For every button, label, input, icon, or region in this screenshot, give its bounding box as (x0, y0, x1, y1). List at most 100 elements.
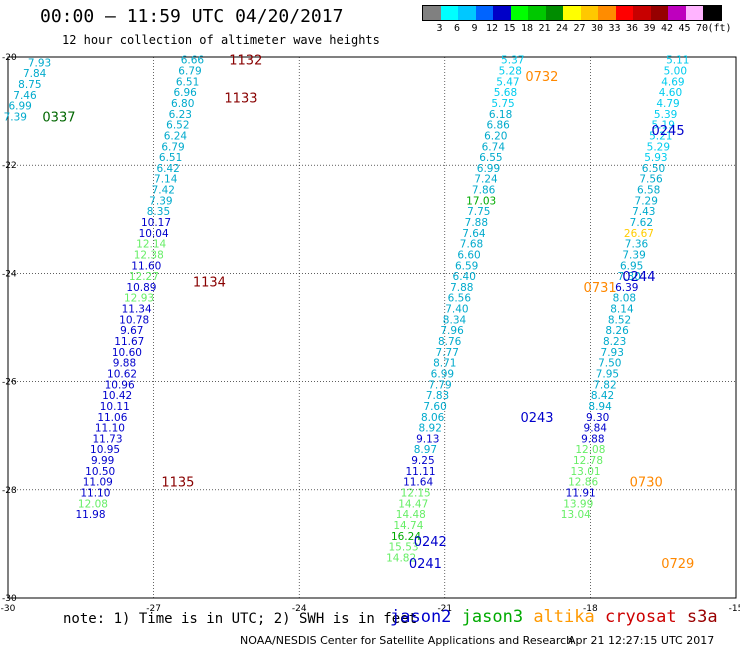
wave-height-point: 8.71 (433, 358, 456, 370)
page-title: 00:00 — 11:59 UTC 04/20/2017 (40, 6, 344, 27)
legend-entry-altika: altika (533, 607, 605, 627)
wave-height-point: 10.95 (90, 444, 120, 456)
wave-height-point: 13.01 (571, 466, 601, 478)
wave-height-point: 6.23 (169, 109, 192, 121)
y-tick-label: -22 (2, 161, 17, 171)
wave-height-point: 7.84 (23, 68, 47, 80)
wave-height-point: 13.99 (563, 498, 593, 510)
colorbar-cell (493, 6, 511, 20)
wave-height-point: 5.29 (647, 141, 670, 153)
colorbar-cell (528, 6, 546, 20)
wave-height-point: 10.89 (126, 282, 156, 294)
pass-time-tag: 0241 (409, 557, 442, 572)
wave-height-point: 5.11 (666, 55, 689, 67)
pass-time-tag: 0732 (525, 70, 558, 85)
wave-height-point: 12.08 (78, 498, 108, 510)
wave-height-point: 7.88 (465, 217, 488, 229)
legend-entry-s3a: s3a (686, 607, 718, 627)
wave-height-point: 11.98 (75, 509, 105, 521)
wave-height-point: 7.86 (472, 185, 496, 197)
wave-height-point: 15.53 (389, 542, 419, 554)
wave-height-point: 8.14 (610, 304, 634, 316)
footer-note: note: 1) Time is in UTC; 2) SWH is in fe… (63, 611, 418, 627)
wave-height-point: 7.39 (622, 249, 645, 261)
wave-height-point: 7.29 (635, 195, 658, 207)
wave-height-point: 9.30 (586, 412, 609, 424)
pass-time-tag: 0242 (414, 535, 447, 550)
colorbar-label: 70 (695, 23, 709, 34)
wave-height-point: 8.52 (608, 314, 631, 326)
wave-height-point: 8.42 (591, 390, 614, 402)
wave-height-point: 8.06 (421, 412, 445, 424)
wave-height-point: 10.17 (141, 217, 171, 229)
wave-height-point: 6.51 (159, 152, 182, 164)
colorbar-label: 6 (453, 23, 461, 34)
colorbar-cell (685, 6, 703, 20)
y-tick-label: -28 (2, 486, 17, 496)
pass-time-tag: 1135 (161, 476, 194, 491)
wave-height-point: 10.62 (107, 368, 137, 380)
x-tick-label: -30 (1, 604, 16, 614)
pass-time-tag: 0729 (661, 557, 694, 572)
wave-height-point: 9.84 (584, 423, 608, 435)
colorbar-cell (633, 6, 651, 20)
wave-height-point: 7.95 (596, 368, 619, 380)
pass-time-tag: 0731 (584, 281, 617, 296)
wave-height-point: 9.67 (120, 325, 143, 337)
wave-height-point: 10.42 (102, 390, 132, 402)
wave-height-point: 26.67 (624, 228, 654, 240)
wave-height-point: 11.06 (97, 412, 127, 424)
x-tick-label: -15 (729, 604, 740, 614)
colorbar-label: 18 (520, 23, 534, 34)
wave-height-point: 6.42 (156, 163, 179, 175)
wave-height-point: 6.95 (620, 260, 643, 272)
legend-entry-cryosat: cryosat (604, 607, 687, 627)
colorbar-label: (ft) (707, 23, 732, 34)
wave-height-point: 7.79 (428, 379, 451, 391)
wave-height-point: 6.56 (448, 293, 472, 305)
wave-height-point: 5.39 (654, 109, 677, 121)
colorbar-cell (510, 6, 528, 20)
x-tick-label: -27 (146, 604, 161, 614)
wave-height-point: 8.94 (588, 401, 612, 413)
wave-height-point: 7.42 (152, 185, 175, 197)
chart-subtitle: 12 hour collection of altimeter wave hei… (62, 33, 380, 47)
wave-height-point: 7.93 (28, 57, 51, 69)
wave-height-point: 6.52 (166, 120, 189, 132)
wave-height-point: 8.23 (603, 336, 626, 348)
x-tick-label: -18 (583, 604, 598, 614)
colorbar-cell (475, 6, 493, 20)
wave-height-point: 6.60 (457, 249, 480, 261)
pass-time-tag: 1134 (193, 276, 226, 291)
colorbar-cell (703, 6, 721, 20)
wave-height-point: 8.35 (147, 206, 170, 218)
wave-height-point: 9.13 (416, 433, 439, 445)
wave-height-point: 6.40 (453, 271, 476, 283)
colorbar-cell (615, 6, 633, 20)
wave-height-point: 14.48 (396, 509, 426, 521)
wave-height-point: 4.69 (661, 76, 684, 88)
wave-height-point: 14.47 (398, 498, 428, 510)
wave-height-point: 8.92 (419, 423, 442, 435)
wave-height-point: 11.91 (566, 488, 596, 500)
y-tick-label: -26 (2, 378, 17, 388)
wave-height-point: 6.79 (178, 66, 201, 78)
wave-height-point: 9.88 (113, 358, 136, 370)
wave-height-point: 7.83 (426, 390, 449, 402)
wave-height-point: 7.68 (460, 239, 483, 251)
colorbar-swatches (422, 5, 722, 21)
wave-height-point: 11.64 (403, 477, 433, 489)
colorbar-cell (580, 6, 598, 20)
colorbar-label: 12 (485, 23, 499, 34)
wave-height-point: 7.82 (593, 379, 616, 391)
wave-height-point: 4.79 (656, 98, 679, 110)
pass-time-tag: 0244 (622, 270, 655, 285)
colorbar-cell (563, 6, 581, 20)
colorbar-label: 36 (625, 23, 639, 34)
wave-height-point: 12.14 (136, 239, 166, 251)
y-tick-label: -20 (2, 53, 17, 63)
wave-height-point: 6.20 (484, 130, 507, 142)
colorbar-cell (423, 6, 441, 20)
wave-height-point: 7.30 (618, 271, 641, 283)
